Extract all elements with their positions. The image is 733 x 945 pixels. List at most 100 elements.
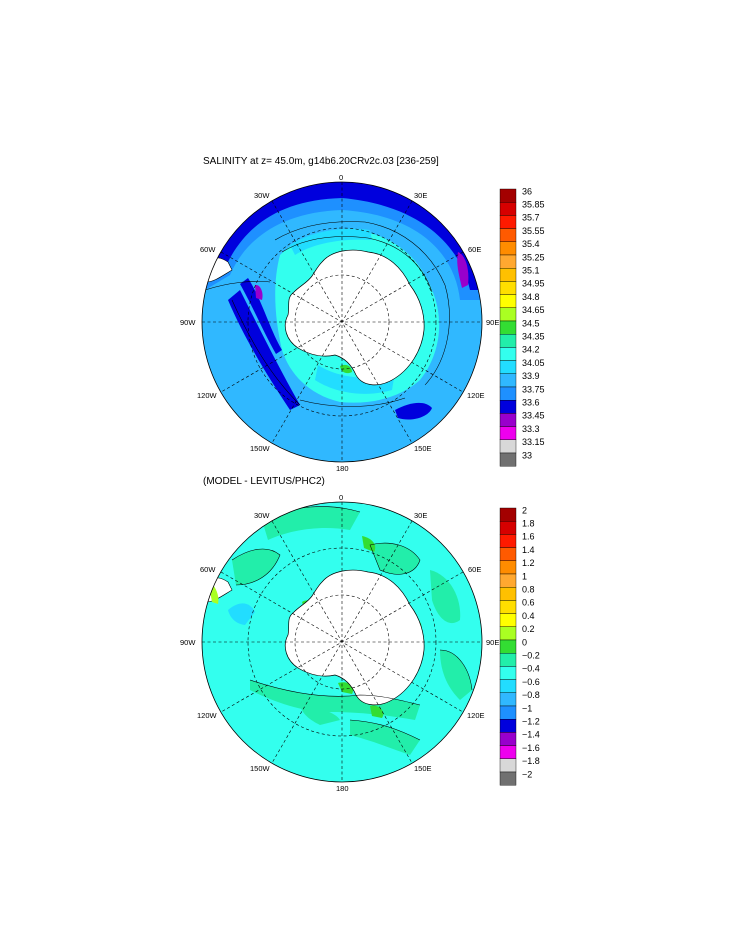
colorbar-swatch	[499, 600, 517, 614]
colorbar-swatch	[499, 771, 517, 786]
colorbar-swatch	[499, 573, 517, 588]
colorbar-swatch	[499, 268, 517, 282]
colorbar-tick-label: −1	[522, 703, 532, 713]
colorbar-swatch	[499, 347, 517, 361]
colorbar-swatch	[499, 692, 517, 707]
colorbar-swatch	[499, 307, 517, 322]
colorbar-swatch	[499, 254, 517, 269]
lon-label-60w: 60W	[200, 245, 216, 254]
colorbar-tick-label: −1.2	[522, 716, 540, 726]
lon-label-0: 0	[339, 173, 343, 182]
lon-label-60w: 60W	[200, 565, 216, 574]
lon-label-60e: 60E	[468, 565, 481, 574]
colorbar-tick-label: −0.6	[522, 677, 540, 687]
colorbar-tick-label: 34.2	[522, 345, 540, 355]
lon-label-120w: 120W	[197, 391, 218, 400]
lon-label-120e: 120E	[467, 391, 485, 400]
panel2-positive-anomaly	[262, 506, 360, 540]
colorbar-tick-label: 35.85	[522, 199, 545, 209]
colorbar-swatch	[499, 215, 517, 229]
colorbar-swatch	[499, 241, 517, 256]
colorbar-tick-label: 33.3	[522, 424, 540, 434]
colorbar-swatch	[499, 705, 517, 720]
lon-label-90w: 90W	[180, 318, 196, 327]
colorbar-tick-label: 33.75	[522, 384, 545, 394]
colorbar-swatch	[499, 281, 517, 295]
colorbar-tick-label: −1.8	[522, 756, 540, 766]
panel1-map	[202, 182, 482, 462]
colorbar-swatch	[499, 758, 517, 773]
colorbar-tick-label: 1.4	[522, 545, 535, 555]
colorbar-tick-label: 1	[522, 571, 527, 581]
lon-label-150w: 150W	[250, 764, 271, 773]
colorbar-swatch	[499, 294, 517, 309]
colorbar-tick-label: 33.45	[522, 411, 545, 421]
colorbar-tick-label: 1.6	[522, 532, 535, 542]
colorbar-swatch	[499, 400, 517, 414]
colorbar-tick-label: 0.8	[522, 584, 535, 594]
colorbar-tick-label: −0.4	[522, 664, 540, 674]
lon-label-120e: 120E	[467, 711, 485, 720]
panel2-lon-labels: 0 30W 30E 60W 60E 90W 90E 120W 120E 150W…	[180, 493, 499, 793]
lon-label-0: 0	[339, 493, 343, 502]
colorbar-tick-label: 35.25	[522, 252, 545, 262]
colorbar-swatch	[499, 653, 517, 667]
panel1-colorbar: 36 35.85 35.7 35.55 35.4 35.25 35.1 34.95 34.8 34…	[499, 186, 545, 467]
colorbar-swatch	[499, 452, 517, 467]
colorbar-swatch	[499, 320, 517, 335]
panel1-pacific-fresh-band	[228, 290, 300, 410]
lon-label-150w: 150W	[250, 444, 271, 453]
colorbar-tick-label: 34.35	[522, 331, 545, 341]
colorbar-tick-label: 1.8	[522, 518, 535, 528]
colorbar-swatch	[499, 386, 517, 401]
lon-label-150e: 150E	[414, 764, 432, 773]
colorbar-tick-label: 34.5	[522, 318, 540, 328]
panel1-title: SALINITY at z= 45.0m, g14b6.20CRv2c.03 […	[203, 156, 439, 167]
colorbar-tick-label: −2	[522, 769, 532, 779]
colorbar-tick-label: −1.4	[522, 730, 540, 740]
panel2-map-border	[201, 501, 483, 783]
colorbar-tick-label: 2	[522, 505, 527, 515]
lon-label-90e: 90E	[486, 638, 499, 647]
colorbar-swatch	[499, 560, 517, 575]
colorbar-swatch	[499, 373, 517, 388]
colorbar-tick-label: 35.4	[522, 239, 540, 249]
colorbar-swatch	[499, 439, 517, 454]
colorbar-tick-label: 35.1	[522, 265, 540, 275]
colorbar-swatch	[499, 679, 517, 693]
panel2-colorbar: 2 1.8 1.6 1.4 1.2 1 0.8 0.6 0.4 0.2 0 −0.2 −0.4 −0.6 −…	[499, 505, 540, 786]
lon-label-120w: 120W	[197, 711, 218, 720]
panel1-map-border	[201, 181, 483, 463]
colorbar-swatch	[499, 507, 517, 522]
colorbar-swatch	[499, 228, 517, 243]
colorbar-tick-label: 34.95	[522, 279, 545, 289]
colorbar-swatch	[499, 413, 517, 427]
colorbar-tick-label: 34.05	[522, 358, 545, 368]
colorbar-swatch	[499, 547, 517, 561]
colorbar-tick-label: 33.6	[522, 397, 540, 407]
colorbar-tick-label: −0.2	[522, 650, 540, 660]
lon-label-180: 180	[336, 464, 349, 473]
lon-label-30e: 30E	[414, 191, 427, 200]
colorbar-swatch	[499, 613, 517, 627]
colorbar-swatch	[499, 426, 517, 441]
colorbar-tick-label: 0.2	[522, 624, 535, 634]
colorbar-tick-label: −0.8	[522, 690, 540, 700]
colorbar-tick-label: 35.55	[522, 226, 545, 236]
colorbar-swatch	[499, 534, 517, 548]
panel1-lon-labels: 0 30W 30E 60W 60E 90W 90E 120W 120E 150W…	[180, 173, 499, 473]
colorbar-swatch	[499, 521, 517, 535]
colorbar-tick-label: 0.6	[522, 598, 535, 608]
colorbar-swatch	[499, 188, 517, 203]
lon-label-90w: 90W	[180, 638, 196, 647]
colorbar-swatch	[499, 719, 517, 733]
colorbar-swatch	[499, 626, 517, 641]
colorbar-tick-label: 34.65	[522, 305, 545, 315]
panel2-map	[202, 502, 482, 782]
colorbar-tick-label: −1.6	[522, 743, 540, 753]
colorbar-tick-label: 34.8	[522, 292, 540, 302]
colorbar-tick-label: 0	[522, 637, 527, 647]
colorbar-tick-label: 0.4	[522, 611, 535, 621]
colorbar-tick-label: 36	[522, 186, 532, 196]
